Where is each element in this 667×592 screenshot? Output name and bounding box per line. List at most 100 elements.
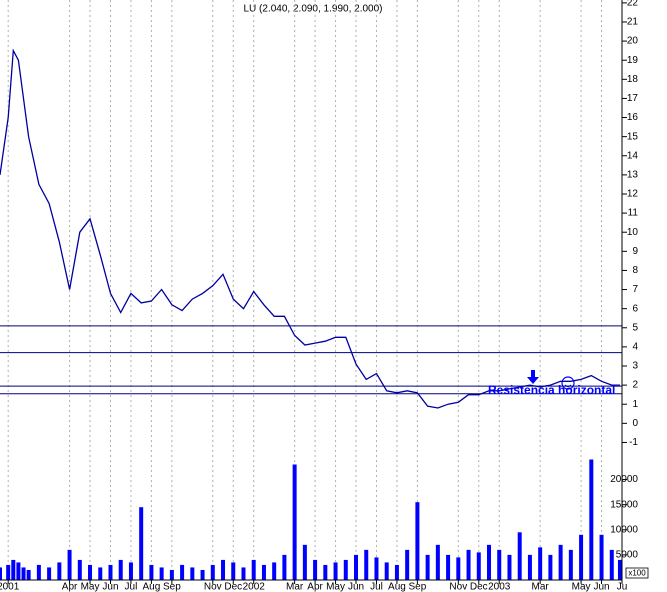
volume-bar bbox=[190, 567, 195, 580]
x-tick-label: Jun bbox=[102, 582, 118, 592]
volume-bar bbox=[128, 562, 133, 580]
x-tick-label: 2003 bbox=[488, 582, 511, 592]
volume-bar bbox=[139, 507, 144, 580]
volume-bar bbox=[589, 459, 594, 580]
volume-bar bbox=[487, 544, 492, 580]
y-tick-label: 4 bbox=[632, 342, 638, 353]
volume-bar bbox=[476, 552, 481, 580]
volume-bar bbox=[118, 559, 123, 580]
down-arrow bbox=[527, 370, 539, 384]
x-tick-label: Dec bbox=[224, 582, 242, 592]
y-tick-label: 7 bbox=[632, 284, 638, 295]
x-tick-label: Dec bbox=[470, 582, 488, 592]
volume-bar bbox=[313, 559, 318, 580]
volume-bar bbox=[333, 562, 338, 580]
y-tick-label: 2 bbox=[632, 380, 638, 391]
volume-bar bbox=[47, 567, 52, 580]
y-tick-label: 10000 bbox=[610, 524, 638, 535]
x-tick-label: May bbox=[572, 582, 591, 592]
volume-bar bbox=[599, 534, 604, 580]
y-tick-label: 9 bbox=[632, 246, 638, 257]
volume-bar bbox=[497, 549, 502, 580]
x-tick-label: Apr bbox=[307, 582, 323, 592]
volume-bar bbox=[6, 564, 11, 580]
y-tick-label: 18 bbox=[627, 74, 639, 85]
y-tick-label: 20000 bbox=[610, 474, 638, 485]
x-tick-label: Jul bbox=[370, 582, 383, 592]
volume-bar bbox=[98, 567, 103, 580]
volume-bar bbox=[200, 569, 205, 580]
volume-bar bbox=[169, 569, 174, 580]
x-tick-label: May bbox=[326, 582, 345, 592]
y-tick-label: 17 bbox=[627, 93, 639, 104]
volume-bar bbox=[548, 554, 553, 580]
y-tick-label: 19 bbox=[627, 55, 639, 66]
chart-title: LU (2.040, 2.090, 1.990, 2.000) bbox=[244, 4, 383, 15]
x-tick-label: Nov bbox=[204, 582, 222, 592]
x-tick-label: Sep bbox=[408, 582, 426, 592]
volume-bar bbox=[384, 562, 389, 580]
volume-bar bbox=[456, 557, 461, 580]
y-tick-label: 10 bbox=[627, 227, 639, 238]
y-tick-label: -1 bbox=[629, 437, 638, 448]
volume-bar bbox=[180, 564, 185, 580]
volume-bar bbox=[302, 544, 307, 580]
y-tick-label: 14 bbox=[627, 150, 639, 161]
x-tick-label: Apr bbox=[62, 582, 78, 592]
volume-bar bbox=[21, 567, 26, 580]
volume-bar bbox=[466, 549, 471, 580]
volume-bar bbox=[446, 554, 451, 580]
y-tick-label: 5 bbox=[632, 322, 638, 333]
volume-bar bbox=[221, 559, 226, 580]
volume-bar bbox=[568, 549, 573, 580]
x-tick-label: Ju bbox=[617, 582, 628, 592]
y-tick-label: 15000 bbox=[610, 499, 638, 510]
volume-bar bbox=[354, 554, 359, 580]
x-tick-label: Jun bbox=[348, 582, 364, 592]
annotation: Resistencia horizontal bbox=[488, 383, 615, 397]
y-tick-label: 5000 bbox=[616, 550, 639, 561]
volume-bar bbox=[323, 564, 328, 580]
volume-bar bbox=[108, 564, 113, 580]
volume-bar bbox=[517, 532, 522, 580]
volume-bar bbox=[394, 564, 399, 580]
y-tick-label: 15 bbox=[627, 131, 639, 142]
volume-bar bbox=[538, 547, 543, 580]
x-tick-label: 2001 bbox=[0, 582, 20, 592]
volume-bar bbox=[364, 549, 369, 580]
volume-bar bbox=[231, 562, 236, 580]
y-tick-label: 16 bbox=[627, 112, 639, 123]
y-tick-label: 21 bbox=[627, 17, 639, 28]
volume-bar bbox=[77, 559, 82, 580]
y-tick-label: 6 bbox=[632, 303, 638, 314]
x-tick-label: Sep bbox=[163, 582, 181, 592]
volume-bar bbox=[282, 554, 287, 580]
y-tick-label: 11 bbox=[628, 208, 639, 219]
volume-bar bbox=[149, 564, 154, 580]
y-tick-label: 22 bbox=[627, 0, 639, 9]
volume-bar bbox=[241, 567, 246, 580]
x-tick-label: Mar bbox=[532, 582, 550, 592]
y-tick-label: 8 bbox=[632, 265, 638, 276]
volume-bar bbox=[88, 564, 93, 580]
volume-bar bbox=[272, 562, 277, 580]
x-tick-label: May bbox=[81, 582, 100, 592]
volume-bar bbox=[558, 544, 563, 580]
volume-bar bbox=[292, 464, 297, 580]
y-tick-label: 1 bbox=[632, 399, 638, 410]
volume-bar bbox=[210, 564, 215, 580]
volume-bar bbox=[507, 554, 512, 580]
unit-box bbox=[625, 567, 649, 579]
volume-bar bbox=[374, 557, 379, 580]
volume-bar bbox=[261, 564, 266, 580]
volume-bar bbox=[11, 559, 16, 580]
x-tick-label: Aug bbox=[388, 582, 406, 592]
x-tick-label: Nov bbox=[449, 582, 467, 592]
y-tick-label: 0 bbox=[632, 418, 638, 429]
volume-bar bbox=[527, 554, 532, 580]
volume-bar bbox=[16, 562, 21, 580]
volume-bar bbox=[0, 567, 2, 580]
volume-bar bbox=[405, 549, 410, 580]
